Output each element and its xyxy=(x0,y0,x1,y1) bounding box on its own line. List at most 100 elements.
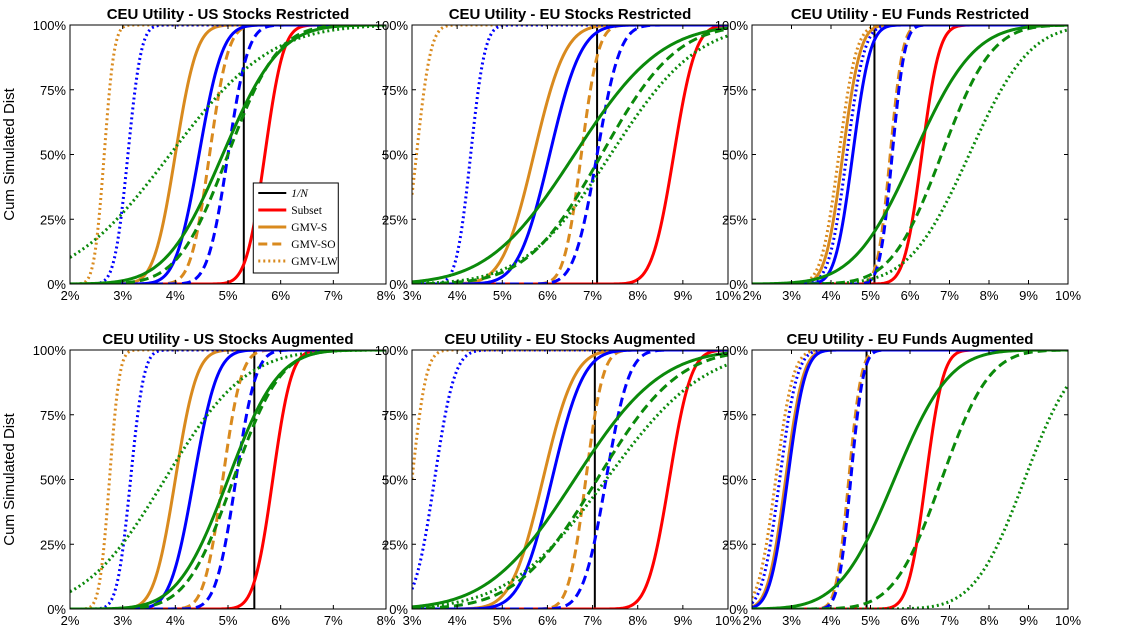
series-line-green_so xyxy=(412,353,728,609)
x-tick-label: 2% xyxy=(743,288,762,303)
panel-3: 2% 3% 4% 5% 6% 7% 8% 0% 25% 50% 75% 100% CEU Utility… xyxy=(1,331,396,628)
y-tick-label: 100% xyxy=(715,343,749,358)
x-tick-label: 3% xyxy=(403,288,422,303)
plot-area xyxy=(752,350,1068,609)
x-tick-label: 4% xyxy=(166,288,185,303)
y-tick-label: 50% xyxy=(382,473,408,488)
y-tick-label: 75% xyxy=(382,83,408,98)
legend-label-subset: Subset xyxy=(291,205,322,217)
x-tick-label: 5% xyxy=(861,288,880,303)
series-line-green_so xyxy=(752,350,1068,609)
y-tick-label: 100% xyxy=(33,343,67,358)
x-tick-label: 6% xyxy=(538,613,557,628)
x-tick-label: 3% xyxy=(113,288,132,303)
x-tick-label: 5% xyxy=(219,288,238,303)
x-tick-label: 10% xyxy=(1055,613,1081,628)
x-tick-label: 7% xyxy=(940,288,959,303)
y-tick-label: 75% xyxy=(40,408,66,423)
legend: 1/N Subset GMV-S GMV-SO GMV-LW xyxy=(252,182,339,274)
panel-title: CEU Utility - US Stocks Augmented xyxy=(102,331,353,348)
series-line-blue_s xyxy=(70,25,386,284)
plot-area xyxy=(412,25,728,284)
panel-title: CEU Utility - EU Funds Restricted xyxy=(791,6,1029,23)
x-tick-label: 9% xyxy=(1019,613,1038,628)
x-tick-label: 5% xyxy=(861,613,880,628)
series-line-green_lw xyxy=(412,34,728,284)
x-tick-label: 8% xyxy=(980,288,999,303)
y-tick-label: 75% xyxy=(382,408,408,423)
y-tick-label: 0% xyxy=(389,277,408,292)
series-line-blue_s xyxy=(752,350,1068,609)
y-tick-label: 75% xyxy=(722,83,748,98)
y-tick-label: 25% xyxy=(382,537,408,552)
series-line-green_s xyxy=(752,25,1068,284)
series-line-blue_lw xyxy=(412,25,728,284)
x-tick-label: 4% xyxy=(448,288,467,303)
x-tick-label: 3% xyxy=(782,613,801,628)
x-tick-label: 7% xyxy=(324,613,343,628)
series-line-green_lw xyxy=(70,25,386,259)
series-line-one_over_n xyxy=(70,25,386,284)
y-tick-label: 25% xyxy=(382,212,408,227)
x-tick-label: 3% xyxy=(113,613,132,628)
x-tick-label: 2% xyxy=(61,613,80,628)
panel-4: 3% 4% 5% 6% 7% 8% 9% 10% 0% 25% 50% 75% 100% CEU Util… xyxy=(375,331,742,628)
y-axis-label: Cum Simulated Dist xyxy=(1,87,18,220)
series-line-subset xyxy=(752,25,1068,284)
series-line-green_so xyxy=(412,27,728,284)
y-tick-label: 100% xyxy=(33,18,67,33)
legend-label-gmv_s: GMV-S xyxy=(291,222,327,234)
series-line-blue_so xyxy=(752,25,1068,284)
y-tick-label: 50% xyxy=(382,148,408,163)
y-tick-label: 50% xyxy=(40,473,66,488)
x-tick-label: 4% xyxy=(822,613,841,628)
y-tick-label: 25% xyxy=(722,212,748,227)
y-tick-label: 25% xyxy=(722,537,748,552)
x-tick-label: 4% xyxy=(822,288,841,303)
y-tick-label: 50% xyxy=(722,473,748,488)
series-line-green_so xyxy=(752,25,1068,284)
panel-5: 2% 3% 4% 5% 6% 7% 8% 9% 10%0%25%50%75%100%CEU Ut… xyxy=(715,331,1082,628)
series-line-blue_lw xyxy=(752,350,1068,605)
series-line-green_lw xyxy=(412,363,728,609)
series-line-blue_so xyxy=(70,350,386,609)
x-tick-label: 9% xyxy=(673,613,692,628)
x-tick-label: 3% xyxy=(782,288,801,303)
x-tick-label: 10% xyxy=(715,613,741,628)
series-line-one_over_n xyxy=(752,350,1068,609)
x-tick-label: 6% xyxy=(901,288,920,303)
series-line-gmv_so xyxy=(70,25,386,284)
x-tick-label: 8% xyxy=(628,288,647,303)
y-tick-label: 0% xyxy=(47,602,66,617)
series-line-blue_lw xyxy=(70,350,386,609)
x-tick-label: 4% xyxy=(166,613,185,628)
x-tick-label: 10% xyxy=(715,288,741,303)
plot-area xyxy=(412,350,728,609)
panel-title: CEU Utility - US Stocks Restricted xyxy=(107,6,350,23)
x-tick-label: 6% xyxy=(538,288,557,303)
x-tick-label: 8% xyxy=(377,613,396,628)
y-axis-label: Cum Simulated Dist xyxy=(1,412,18,545)
y-tick-label: 75% xyxy=(40,83,66,98)
x-tick-label: 5% xyxy=(493,613,512,628)
series-group xyxy=(752,350,1068,609)
x-tick-label: 7% xyxy=(583,288,602,303)
series-line-one_over_n xyxy=(412,350,728,609)
series-line-gmv_lw xyxy=(752,350,1068,599)
x-tick-label: 9% xyxy=(673,288,692,303)
plot-area xyxy=(752,25,1068,284)
series-line-subset xyxy=(412,25,728,284)
panel-2: 2% 3% 4% 5% 6% 7% 8% 9% 10%0%25%50%75%100%CEU Ut… xyxy=(715,6,1082,303)
x-tick-label: 6% xyxy=(271,288,290,303)
x-tick-label: 4% xyxy=(448,613,467,628)
series-line-green_s xyxy=(412,26,728,284)
y-tick-label: 50% xyxy=(40,148,66,163)
x-tick-label: 3% xyxy=(403,613,422,628)
series-line-gmv_so xyxy=(412,350,728,609)
y-tick-label: 100% xyxy=(715,18,749,33)
x-tick-label: 2% xyxy=(743,613,762,628)
y-tick-label: 25% xyxy=(40,537,66,552)
legend-label-gmv_so: GMV-SO xyxy=(291,239,335,251)
x-tick-label: 5% xyxy=(493,288,512,303)
legend-label-one_over_n: 1/N xyxy=(291,188,309,200)
